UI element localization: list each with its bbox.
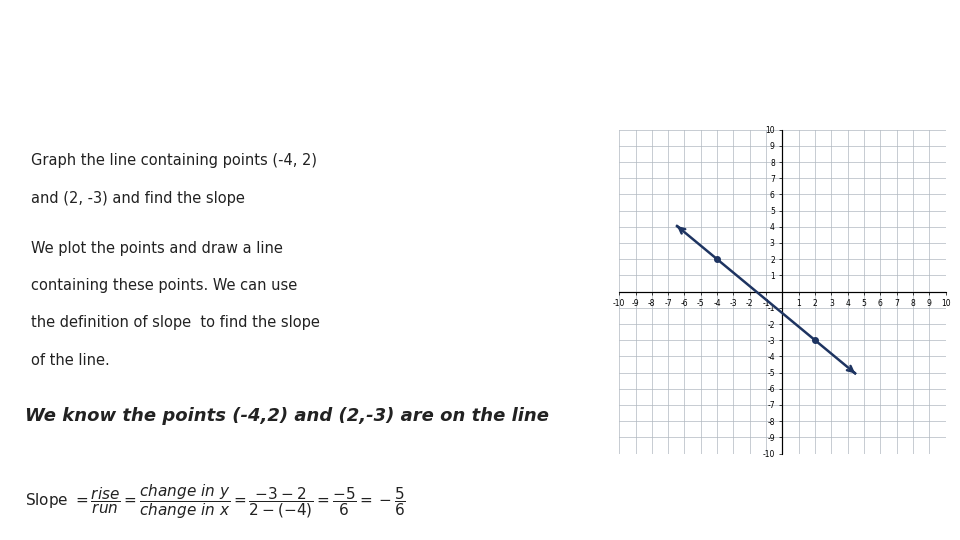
Text: containing these points. We can use: containing these points. We can use bbox=[31, 278, 298, 293]
Text: We know the points (-4,2) and (2,-3) are on the line: We know the points (-4,2) and (2,-3) are… bbox=[25, 407, 549, 425]
Text: EXAMPLE #1: EXAMPLE #1 bbox=[24, 75, 163, 93]
Text: and (2, -3) and find the slope: and (2, -3) and find the slope bbox=[31, 191, 245, 206]
Text: Slope $= \dfrac{rise}{run} = \dfrac{change\ in\ y}{change\ in\ x} = \dfrac{-3-2}: Slope $= \dfrac{rise}{run} = \dfrac{chan… bbox=[25, 482, 406, 521]
Text: Graph the line containing points (-4, 2): Graph the line containing points (-4, 2) bbox=[31, 153, 317, 168]
Text: We plot the points and draw a line: We plot the points and draw a line bbox=[31, 241, 283, 255]
Text: the definition of slope  to find the slope: the definition of slope to find the slop… bbox=[31, 315, 320, 330]
Text: of the line.: of the line. bbox=[31, 353, 110, 368]
